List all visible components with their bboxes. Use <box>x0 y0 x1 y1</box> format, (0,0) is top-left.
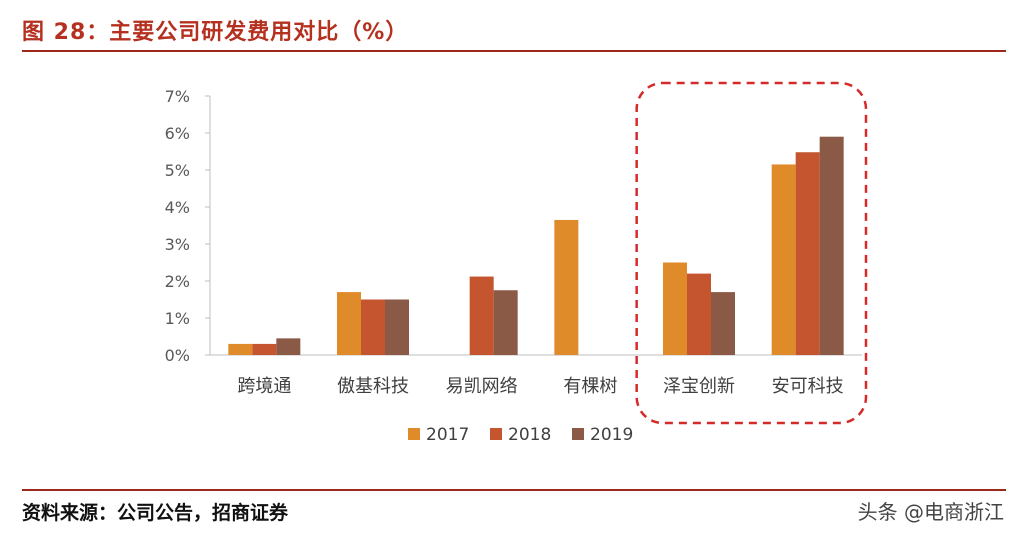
y-tick-label: 7% <box>165 87 190 106</box>
bar-2018 <box>687 273 711 355</box>
bar-2019 <box>276 338 301 355</box>
bar-2018 <box>361 299 385 355</box>
y-tick-label: 6% <box>165 124 190 143</box>
y-tick-label: 0% <box>165 346 190 365</box>
legend-swatch-2017 <box>408 428 420 440</box>
bar-2018 <box>795 152 820 355</box>
bar-2018 <box>469 276 494 355</box>
source-rule <box>22 489 1006 491</box>
bar-2017 <box>554 219 579 355</box>
y-tick-label: 4% <box>165 198 190 217</box>
bar-chart: 0% 1% 2% 3% 4% 5% 6% 7% 跨境通 傲基科技 易凯网络 有棵树 泽宝创新 安可科技 20… <box>165 81 868 445</box>
title-rule <box>22 50 1006 52</box>
legend-swatch-2018 <box>490 428 502 440</box>
category-label: 有棵树 <box>563 376 617 397</box>
y-tick-label: 3% <box>165 235 190 254</box>
category-label: 泽宝创新 <box>663 376 735 397</box>
bar-2019 <box>493 290 518 355</box>
legend-swatch-2019 <box>572 428 584 440</box>
source-note: 资料来源：公司公告，招商证券 <box>22 502 289 524</box>
watermark: 头条 @电商浙江 <box>857 500 1004 524</box>
bar-2017 <box>228 343 253 355</box>
bar-2017 <box>663 262 687 355</box>
bar-2019 <box>385 299 409 355</box>
y-tick-label: 5% <box>165 161 190 180</box>
bar-2018 <box>252 343 277 355</box>
category-label: 傲基科技 <box>337 376 409 397</box>
bar-2019 <box>711 292 735 355</box>
category-label: 安可科技 <box>772 376 844 397</box>
highlight-box <box>635 81 868 425</box>
legend-label-2019: 2019 <box>590 425 633 445</box>
bar-2019 <box>819 136 844 355</box>
bar-2017 <box>771 164 796 355</box>
category-label: 易凯网络 <box>446 376 518 397</box>
bar-2017 <box>337 292 361 355</box>
category-label: 跨境通 <box>237 376 291 397</box>
y-tick-label: 2% <box>165 272 190 291</box>
figure-title: 图 28：主要公司研发费用对比（%） <box>22 20 409 45</box>
y-tick-label: 1% <box>165 309 190 328</box>
legend-label-2017: 2017 <box>426 425 469 445</box>
legend-label-2018: 2018 <box>508 425 551 445</box>
